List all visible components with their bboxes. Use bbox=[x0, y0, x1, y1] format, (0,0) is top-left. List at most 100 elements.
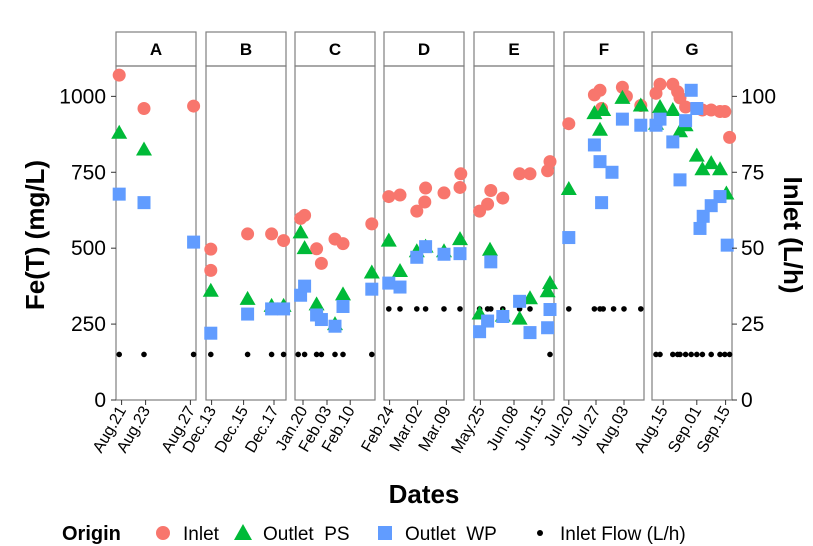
flow-point bbox=[340, 351, 346, 358]
inlet-point bbox=[496, 191, 510, 205]
outlet-wp-point bbox=[587, 138, 601, 152]
facet-strip bbox=[383, 31, 465, 67]
outlet-ps-point bbox=[239, 290, 256, 305]
y-tick-label: 500 bbox=[71, 237, 106, 260]
flow-point bbox=[414, 306, 420, 312]
flow-point bbox=[313, 351, 320, 358]
flow-point bbox=[141, 351, 147, 358]
flow-point bbox=[547, 351, 553, 358]
facet-label: B bbox=[240, 40, 252, 59]
panel-border bbox=[651, 65, 733, 401]
outlet-wp-point bbox=[481, 314, 495, 328]
y-tick-label: 250 bbox=[71, 313, 106, 336]
outlet-wp-point bbox=[484, 255, 498, 269]
legend-item: Inlet bbox=[156, 524, 220, 545]
outlet-ps-point bbox=[632, 97, 649, 112]
flow-point bbox=[688, 351, 694, 358]
outlet-wp-point bbox=[562, 231, 576, 245]
outlet-wp-point bbox=[615, 112, 629, 126]
inlet-point bbox=[562, 117, 576, 131]
flow-point bbox=[301, 351, 308, 358]
legend-item: Inlet Flow (L/h) bbox=[537, 524, 686, 545]
flow-point bbox=[566, 306, 572, 312]
outlet-ps-point bbox=[296, 240, 313, 255]
outlet-ps-point bbox=[542, 275, 558, 290]
inlet-point bbox=[437, 186, 451, 200]
legend-ps-swatch bbox=[234, 524, 252, 540]
legend-label: Inlet Flow (L/h) bbox=[560, 524, 686, 545]
outlet-ps-point bbox=[664, 102, 681, 117]
flow-point bbox=[244, 351, 251, 358]
outlet-wp-point bbox=[543, 303, 557, 317]
flow-point bbox=[677, 351, 683, 358]
outlet-ps-point bbox=[136, 141, 152, 156]
outlet-wp-point bbox=[713, 190, 727, 204]
y2-tick-label: 25 bbox=[741, 313, 764, 336]
inlet-point bbox=[277, 234, 291, 248]
flow-point bbox=[332, 351, 338, 358]
outlet-ps-point bbox=[694, 161, 711, 176]
outlet-wp-point bbox=[112, 187, 126, 201]
inlet-point bbox=[653, 77, 667, 91]
flow-point bbox=[621, 306, 627, 312]
inlet-point bbox=[454, 167, 468, 181]
flow-point bbox=[295, 351, 302, 358]
legend: Origin Inlet Outlet PS Outlet WP Inlet Flow… bbox=[62, 523, 686, 545]
outlet-wp-point bbox=[328, 319, 342, 333]
outlet-ps-point bbox=[452, 231, 468, 246]
outlet-ps-point bbox=[652, 98, 668, 113]
inlet-point bbox=[310, 242, 324, 256]
flow-point bbox=[280, 351, 287, 358]
inlet-point bbox=[679, 100, 693, 114]
flow-point bbox=[717, 351, 723, 358]
outlet-wp-point bbox=[204, 326, 218, 340]
panel-border bbox=[383, 65, 465, 401]
outlet-wp-point bbox=[634, 118, 648, 132]
panel-border bbox=[205, 65, 287, 401]
inlet-point bbox=[382, 190, 396, 204]
outlet-ps-point bbox=[592, 121, 608, 136]
outlet-wp-point bbox=[523, 326, 537, 340]
x-axis-title: Dates bbox=[389, 479, 460, 509]
outlet-wp-point bbox=[496, 310, 510, 323]
y2-tick-label: 100 bbox=[741, 85, 776, 108]
facet-strip bbox=[294, 31, 376, 67]
outlet-wp-point bbox=[137, 196, 151, 210]
outlet-wp-point bbox=[241, 307, 255, 321]
inlet-point bbox=[718, 105, 732, 119]
outlet-ps-point bbox=[614, 89, 631, 104]
outlet-wp-point bbox=[666, 135, 680, 149]
outlet-wp-point bbox=[473, 325, 487, 339]
inlet-point bbox=[418, 195, 432, 209]
y2-tick-label: 50 bbox=[741, 237, 764, 260]
inlet-point bbox=[723, 130, 737, 144]
legend-flow-swatch bbox=[537, 530, 543, 536]
facet-strip bbox=[563, 31, 645, 67]
inlet-point bbox=[393, 188, 407, 202]
outlet-ps-point bbox=[380, 232, 397, 247]
outlet-ps-point bbox=[482, 241, 498, 256]
outlet-wp-point bbox=[453, 247, 467, 261]
facet-label: F bbox=[599, 40, 609, 59]
flow-point bbox=[653, 351, 659, 358]
inlet-point bbox=[410, 204, 424, 218]
facet-label: C bbox=[329, 40, 341, 59]
outlet-ps-point bbox=[292, 224, 309, 239]
outlet-wp-point bbox=[277, 302, 291, 316]
legend-title: Origin bbox=[62, 523, 121, 545]
flow-point bbox=[397, 306, 403, 312]
outlet-wp-point bbox=[593, 155, 607, 169]
inlet-point bbox=[484, 183, 498, 197]
inlet-point bbox=[453, 180, 467, 194]
panel-border bbox=[473, 65, 555, 401]
outlet-wp-point bbox=[410, 250, 424, 264]
facet-label: G bbox=[685, 40, 698, 59]
outlet-wp-point bbox=[365, 282, 379, 296]
flow-point bbox=[722, 351, 728, 358]
flow-point bbox=[422, 306, 429, 312]
facet-label: D bbox=[418, 40, 430, 59]
outlet-wp-point bbox=[541, 321, 555, 335]
outlet-wp-point bbox=[265, 302, 279, 316]
flow-point bbox=[600, 306, 606, 312]
